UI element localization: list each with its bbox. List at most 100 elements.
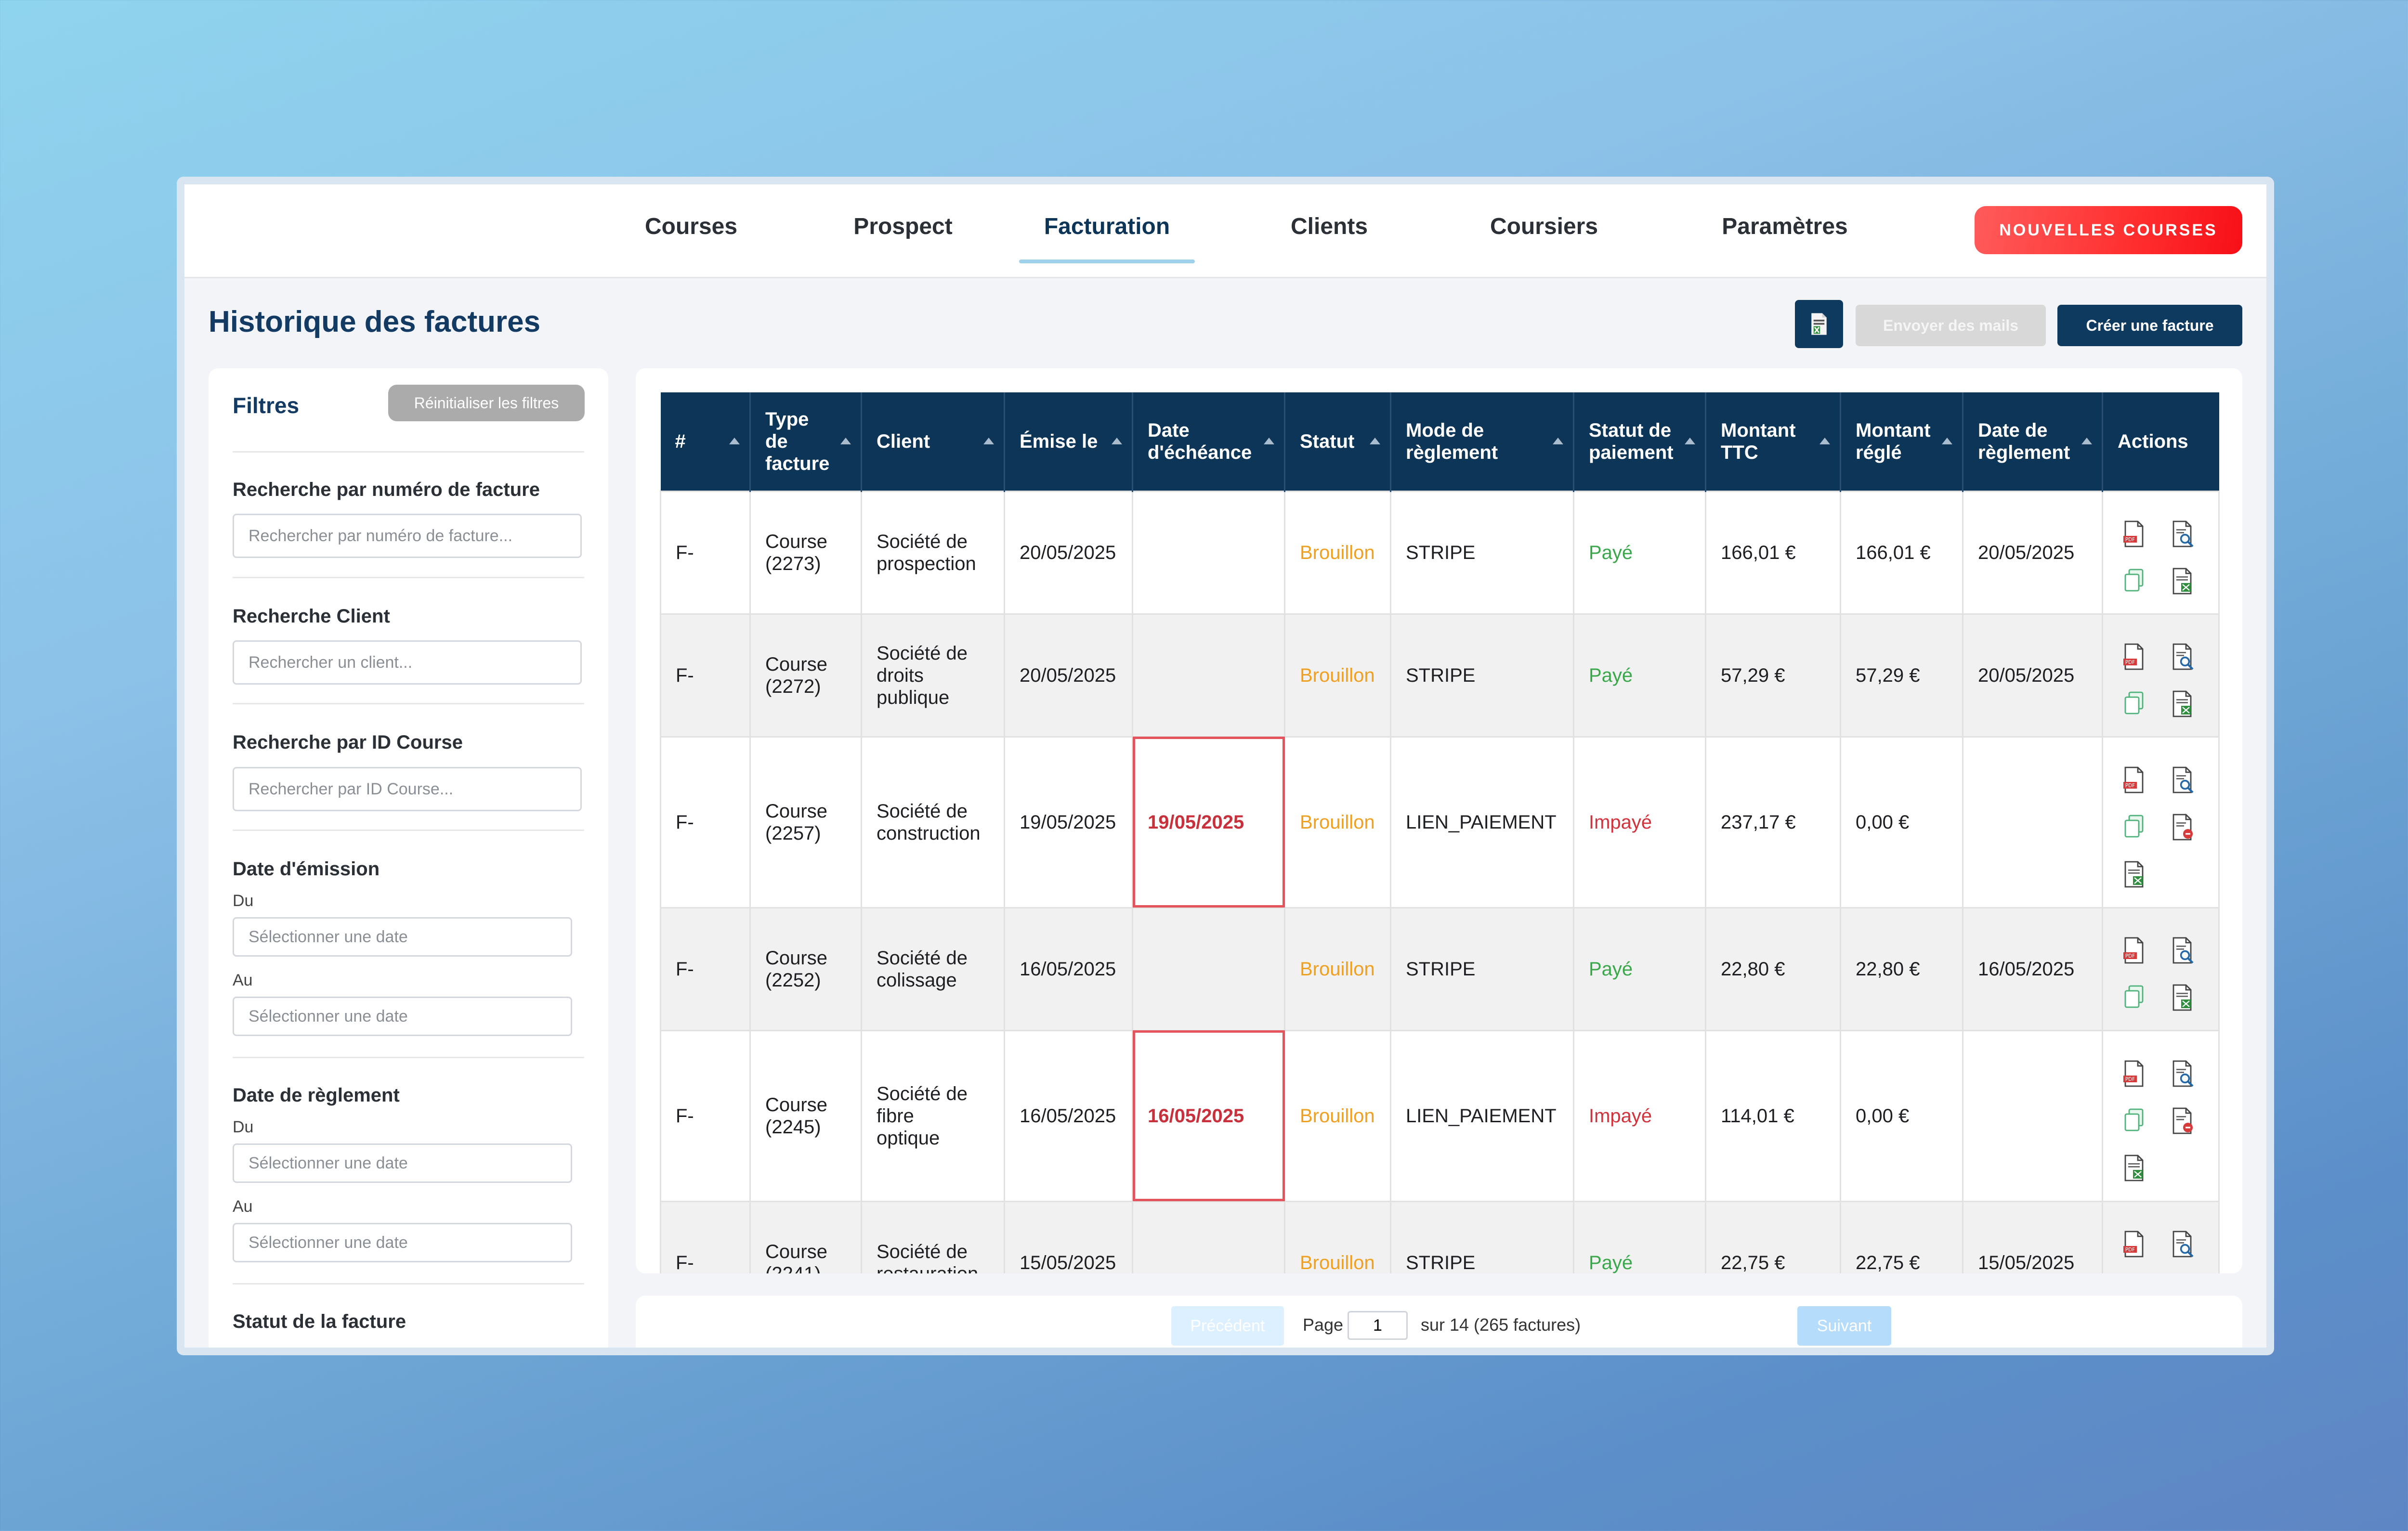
column-header-payment-mode[interactable]: Mode de règlement (1390, 392, 1574, 491)
client-name[interactable]: Société de restauration (877, 1241, 978, 1274)
client-name[interactable]: Société de prospection (877, 531, 976, 574)
spreadsheet-export-icon[interactable] (2122, 861, 2151, 888)
create-invoice-button[interactable]: Créer une facture (2057, 305, 2242, 346)
nav-item-coursiers[interactable]: Coursiers (1490, 214, 1598, 239)
cell-payment-mode: STRIPE (1390, 1200, 1574, 1273)
action-icons: PDF (2122, 766, 2218, 888)
preview-icon[interactable] (2171, 1231, 2199, 1258)
payment-date-to-input[interactable] (233, 1223, 572, 1262)
nav-item-clients[interactable]: Clients (1290, 214, 1368, 239)
cell-issued: 19/05/2025 (1004, 736, 1133, 908)
preview-icon[interactable] (2171, 520, 2199, 547)
previous-page-button[interactable]: Précédent (1171, 1306, 1284, 1346)
nouvelles-courses-button[interactable]: NOUVELLES COURSES (1975, 206, 2242, 254)
cell-payment-mode: LIEN_PAIEMENT (1390, 736, 1574, 908)
status-badge: Brouillon (1300, 811, 1375, 833)
export-excel-button[interactable] (1795, 300, 1843, 348)
action-icons: PDF (2122, 937, 2218, 1011)
column-header-status[interactable]: Statut (1284, 392, 1391, 491)
reset-filters-button[interactable]: Réinitialiser les filtres (388, 385, 585, 421)
table-row: F- Course (2273) Société de prospection … (660, 490, 2220, 615)
pdf-download-icon[interactable]: PDF (2122, 937, 2151, 964)
invoice-number: F- (676, 542, 694, 563)
cell-due-date: 16/05/2025 (1132, 1029, 1285, 1202)
sort-arrow-icon (1819, 437, 1830, 444)
duplicate-icon[interactable] (2122, 690, 2151, 717)
preview-icon[interactable] (2171, 1060, 2199, 1087)
cell-payment-mode: LIEN_PAIEMENT (1390, 1029, 1574, 1202)
cell-amount-paid: 0,00 € (1840, 1029, 1963, 1202)
payment-date-from-input[interactable] (233, 1143, 572, 1183)
pdf-download-icon[interactable]: PDF (2122, 520, 2151, 547)
column-header-amount-paid[interactable]: Montant réglé (1840, 392, 1963, 491)
spreadsheet-export-icon[interactable] (2171, 984, 2199, 1011)
amount-paid: 0,00 € (1856, 1105, 1910, 1127)
cell-payment-mode: STRIPE (1390, 613, 1574, 738)
column-header-amount-ttc[interactable]: Montant TTC (1705, 392, 1841, 491)
invoice-number-search-input[interactable] (233, 514, 582, 558)
next-page-button[interactable]: Suivant (1797, 1306, 1891, 1346)
column-header-actions: Actions (2102, 392, 2219, 491)
pdf-download-icon[interactable]: PDF (2122, 1231, 2151, 1258)
cell-payment-status: Payé (1573, 613, 1706, 738)
cell-type: Course (2257) (749, 736, 862, 908)
payment-reminder-icon[interactable] (2171, 814, 2199, 841)
duplicate-icon[interactable] (2122, 1107, 2151, 1134)
duplicate-icon[interactable] (2122, 814, 2151, 841)
payment-mode: STRIPE (1406, 664, 1476, 686)
cell-amount-ttc: 22,80 € (1705, 907, 1841, 1031)
pdf-download-icon[interactable]: PDF (2122, 643, 2151, 670)
nav-item-courses[interactable]: Courses (644, 214, 738, 239)
column-header-payment-date[interactable]: Date de règlement (1963, 392, 2103, 491)
preview-icon[interactable] (2171, 937, 2199, 964)
issue-date-from-input[interactable] (233, 917, 572, 957)
column-header-payment-status[interactable]: Statut de paiement (1573, 392, 1706, 491)
column-header-type[interactable]: Type de facture (750, 392, 862, 491)
cell-number: F- (660, 907, 751, 1031)
cell-status: Brouillon (1284, 490, 1391, 615)
spreadsheet-export-icon[interactable] (2171, 690, 2199, 717)
payment-date: 16/05/2025 (1978, 958, 2075, 980)
column-header-client[interactable]: Client (861, 392, 1005, 491)
nav-item-facturation[interactable]: Facturation (1044, 214, 1170, 239)
payment-mode: STRIPE (1406, 958, 1476, 980)
client-search-input[interactable] (233, 640, 582, 685)
spreadsheet-export-icon[interactable] (2122, 1155, 2151, 1181)
page-number-input[interactable] (1348, 1311, 1408, 1340)
duplicate-icon[interactable] (2122, 568, 2151, 595)
invoice-number: F- (676, 664, 694, 686)
client-name[interactable]: Société de droits publique (877, 642, 968, 708)
pdf-download-icon[interactable]: PDF (2122, 766, 2151, 793)
course-id-search-input[interactable] (233, 767, 582, 811)
cell-payment-date (1962, 736, 2103, 908)
divider (233, 577, 584, 578)
column-header-number[interactable]: # (660, 392, 751, 491)
divider (233, 1283, 584, 1284)
column-header-due-date[interactable]: Date d'échéance (1132, 392, 1285, 491)
client-search-label: Recherche Client (233, 606, 390, 627)
duplicate-icon[interactable] (2122, 984, 2151, 1011)
table-row: F- Course (2257) Société de construction… (660, 736, 2220, 908)
preview-icon[interactable] (2171, 766, 2199, 793)
preview-icon[interactable] (2171, 643, 2199, 670)
client-name[interactable]: Société de construction (877, 800, 981, 844)
top-navigation: Courses Prospect Facturation Clients Cou… (184, 184, 2266, 278)
client-name[interactable]: Société de colissage (877, 947, 968, 991)
cell-client: Société de colissage (861, 907, 1005, 1031)
client-name[interactable]: Société de fibre optique (877, 1083, 968, 1149)
pdf-download-icon[interactable]: PDF (2122, 1060, 2151, 1087)
page-total-label: sur 14 (265 factures) (1421, 1315, 1581, 1335)
spreadsheet-export-icon[interactable] (2171, 568, 2199, 595)
payment-status-badge: Impayé (1589, 1105, 1652, 1127)
payment-reminder-icon[interactable] (2171, 1107, 2199, 1134)
cell-type: Course (2272) (749, 613, 862, 738)
issue-date-to-input[interactable] (233, 997, 572, 1036)
nav-item-parametres[interactable]: Paramètres (1722, 214, 1848, 239)
nav-item-prospect[interactable]: Prospect (853, 214, 953, 239)
action-icons: PDF (2122, 1231, 2218, 1274)
action-icons: PDF (2122, 643, 2218, 717)
send-mails-button[interactable]: Envoyer des mails (1856, 305, 2046, 346)
cell-payment-status: Payé (1573, 907, 1706, 1031)
filters-panel: Filtres Réinitialiser les filtres Recher… (209, 368, 608, 1348)
column-header-issued[interactable]: Émise le (1004, 392, 1133, 491)
